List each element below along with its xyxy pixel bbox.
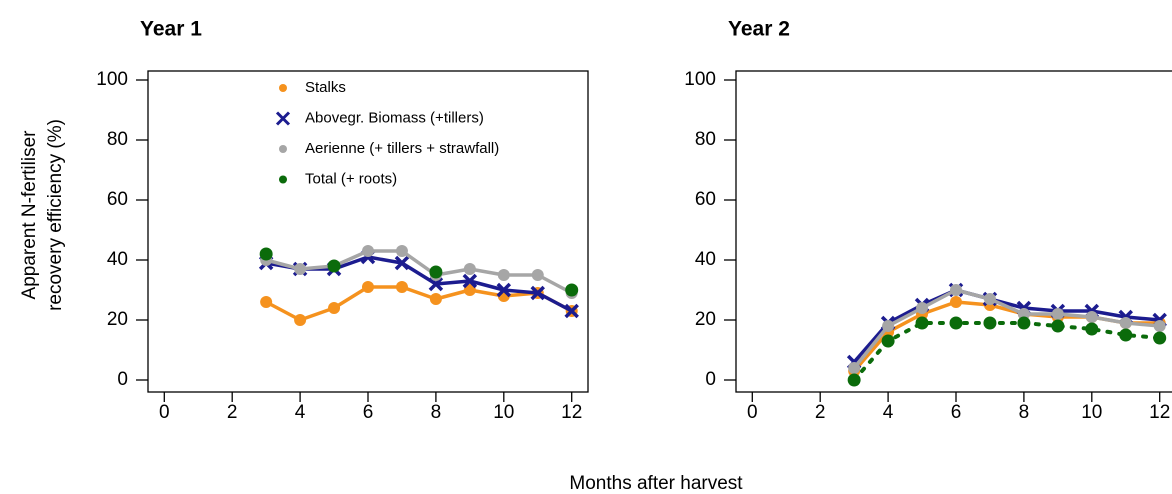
marker (1119, 317, 1132, 329)
series (260, 281, 578, 326)
series-line (852, 288, 1160, 364)
marker (259, 247, 273, 261)
y-tick-label: 60 (107, 189, 128, 210)
legend-entry: Abovegr. Biomass (+tillers) (275, 109, 484, 126)
marker (950, 284, 962, 296)
marker (462, 273, 478, 289)
x-axis-label: Months after harvest (569, 473, 743, 494)
y-tick-label: 0 (117, 369, 128, 390)
marker (1017, 316, 1031, 330)
x-tick-label: 12 (561, 402, 582, 423)
marker (260, 296, 273, 308)
marker (881, 334, 895, 348)
marker (983, 293, 996, 305)
x-tick-label: 4 (883, 402, 894, 423)
marker (915, 316, 929, 330)
marker (1051, 319, 1065, 333)
y-tick-label: 80 (695, 129, 716, 150)
x-tick-label: 4 (295, 402, 306, 423)
y-tick-label: 100 (96, 69, 128, 90)
marker (1119, 328, 1133, 342)
marker (847, 373, 861, 387)
series (848, 284, 1166, 374)
chart-title: Year 1 (140, 18, 202, 41)
marker (848, 362, 861, 374)
y-tick-label: 20 (695, 309, 716, 330)
x-tick-label: 12 (1149, 402, 1170, 423)
marker (882, 320, 895, 332)
marker (950, 296, 962, 308)
marker (497, 269, 510, 281)
marker (463, 284, 476, 296)
legend-label: Stalks (305, 79, 346, 96)
marker (496, 282, 512, 298)
marker (1085, 322, 1099, 336)
marker (395, 281, 408, 293)
series-line (265, 249, 573, 295)
series-line (265, 285, 573, 322)
marker (429, 265, 443, 279)
x-tick-label: 10 (493, 402, 514, 423)
legend-marker (279, 175, 287, 184)
marker (1085, 311, 1098, 323)
marker (1017, 308, 1030, 320)
y-tick-label: 40 (695, 249, 716, 270)
y-tick-label: 100 (684, 69, 716, 90)
marker (531, 269, 544, 281)
x-tick-label: 6 (951, 402, 962, 423)
series-line (852, 300, 1160, 373)
marker (530, 285, 545, 301)
y-axis-label: Apparent N-fertiliser (19, 130, 40, 300)
marker (1051, 308, 1064, 320)
legend-marker (279, 145, 287, 153)
series (259, 247, 579, 297)
y-tick-label: 80 (107, 129, 128, 150)
y-tick-label: 60 (695, 189, 716, 210)
y-axis-label: recovery efficiency (%) (45, 119, 66, 311)
y-tick-label: 20 (107, 309, 128, 330)
x-tick-label: 6 (363, 402, 374, 423)
series-line (852, 321, 1162, 382)
marker (362, 245, 374, 257)
y-tick-label: 40 (107, 249, 128, 270)
marker (916, 302, 929, 314)
marker (564, 303, 579, 319)
chart-title: Year 2 (728, 18, 790, 41)
marker (394, 255, 410, 271)
marker (463, 263, 476, 275)
legend-label: Aerienne (+ tillers + strawfall) (305, 140, 499, 157)
marker (328, 302, 341, 314)
legend-entry: Total (+ roots) (279, 170, 397, 187)
legend-entry: Aerienne (+ tillers + strawfall) (279, 140, 499, 157)
marker (395, 245, 408, 257)
marker (429, 293, 442, 305)
legend-marker (279, 84, 287, 92)
legend-label: Abovegr. Biomass (+tillers) (305, 109, 484, 126)
y-tick-label: 0 (705, 369, 716, 390)
x-tick-label: 10 (1081, 402, 1102, 423)
x-tick-label: 2 (815, 402, 826, 423)
marker (565, 283, 579, 297)
legend-marker (275, 111, 291, 126)
series-line (852, 288, 1160, 370)
marker (428, 276, 444, 292)
x-tick-label: 2 (227, 402, 238, 423)
plot-frame (735, 70, 1172, 393)
series (847, 316, 1167, 387)
marker (949, 316, 963, 330)
x-tick-label: 8 (1019, 402, 1030, 423)
x-tick-label: 0 (159, 402, 170, 423)
marker (1153, 320, 1166, 332)
x-tick-label: 8 (431, 402, 442, 423)
marker (294, 314, 307, 326)
legend-entry: Stalks (279, 79, 346, 96)
marker (327, 259, 341, 273)
marker (983, 316, 997, 330)
legend-label: Total (+ roots) (305, 170, 397, 187)
marker (294, 263, 307, 275)
x-tick-label: 0 (747, 402, 758, 423)
marker (362, 281, 374, 293)
marker (1153, 331, 1167, 345)
